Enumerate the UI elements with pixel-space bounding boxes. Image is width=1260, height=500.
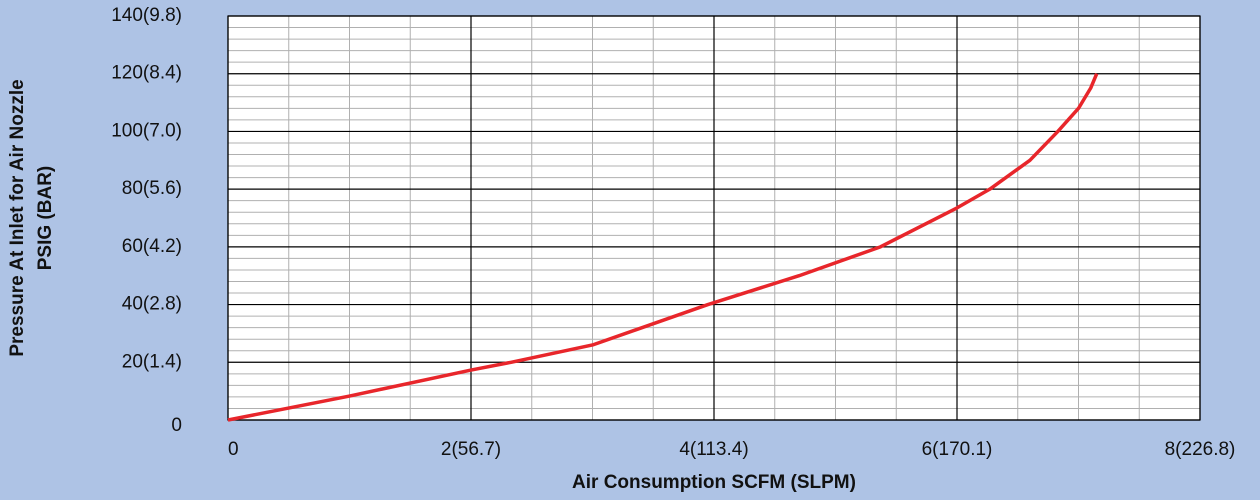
y-axis-title: Pressure At Inlet for Air Nozzle (7, 79, 28, 356)
x-tick-label: 6(170.1) (922, 439, 993, 460)
x-tick-label: 8(226.8) (1165, 439, 1236, 460)
y-tick-label: 100(7.0) (111, 120, 182, 141)
y-tick-label: 120(8.4) (111, 63, 182, 84)
y-tick-label: 80(5.6) (122, 178, 182, 199)
plot-border (227, 15, 1201, 421)
x-tick-label: 2(56.7) (441, 439, 501, 460)
y-tick-label: 20(1.4) (122, 351, 182, 372)
y-tick-label: 40(2.8) (122, 294, 182, 315)
y-tick-label: 60(4.2) (122, 236, 182, 257)
line-series (227, 73, 1099, 422)
y-axis-title: PSIG (BAR) (35, 166, 56, 271)
x-tick-label: 0 (228, 439, 239, 460)
y-tick-label: 0 (171, 415, 182, 436)
x-tick-label: 4(113.4) (679, 439, 748, 460)
y-tick-label: 140(9.8) (111, 5, 182, 26)
x-axis-title: Air Consumption SCFM (SLPM) (572, 472, 856, 493)
